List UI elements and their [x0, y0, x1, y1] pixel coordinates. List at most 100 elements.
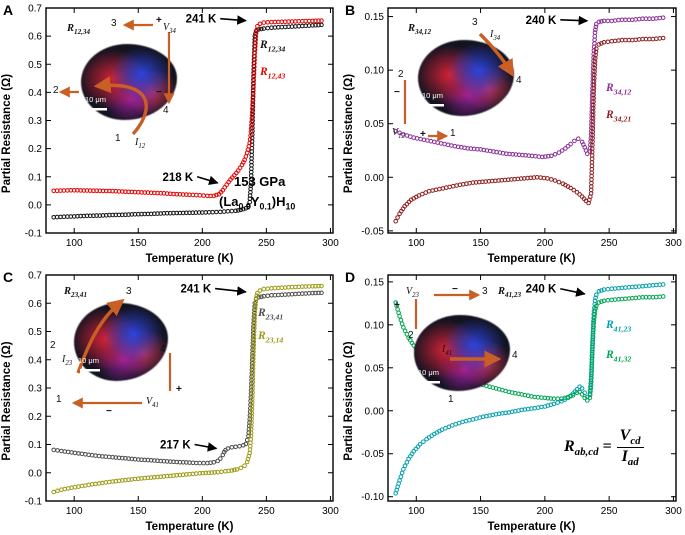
scale-bar-label: 10 μm: [418, 368, 439, 377]
plus-sign: +: [176, 384, 182, 395]
pressure-label: 153 GPa: [234, 174, 286, 189]
svg-text:218 K: 218 K: [163, 172, 194, 184]
scale-bar: [87, 108, 107, 111]
contact-3: 3: [472, 17, 478, 28]
svg-text:0.5: 0.5: [28, 327, 42, 338]
scale-bar: [80, 369, 100, 372]
svg-text:-0.1: -0.1: [25, 229, 43, 240]
svg-text:150: 150: [130, 238, 147, 249]
plus-sign: +: [420, 129, 426, 140]
contact-2: 2: [398, 69, 404, 80]
svg-text:0.7: 0.7: [28, 271, 42, 282]
svg-text:200: 200: [537, 238, 554, 249]
svg-text:0.1: 0.1: [28, 172, 42, 183]
svg-text:241 K: 241 K: [186, 14, 217, 26]
svg-text:0.6: 0.6: [28, 32, 42, 43]
inset-d: V23 − 3 R41,23 + 2 I41 4 1 10 μm: [394, 285, 552, 427]
contact-3: 3: [126, 286, 132, 297]
svg-text:150: 150: [130, 506, 147, 517]
svg-text:100: 100: [66, 506, 83, 517]
contact-1: 1: [450, 128, 456, 139]
current-path-arrow: [76, 298, 125, 374]
x-axis-title-a: Temperature (K): [145, 253, 234, 265]
svg-text:0.4: 0.4: [28, 88, 42, 99]
panel-d: 100 150 200 250 300 -0.10 -0.05 0.00 0.05 0.10 0.1…: [342, 267, 685, 535]
plus-sign: +: [394, 300, 400, 311]
current-path-arrow: [478, 32, 514, 77]
y-axis-title-a: Partial Resistance (Ω): [1, 73, 13, 194]
plot-c: 100 150 200 250 300 -0.1 0.0 0.1 0.2 0.3 0.4 0.5 0.6…: [25, 271, 339, 518]
svg-text:200: 200: [194, 506, 211, 517]
svg-text:217 K: 217 K: [160, 440, 191, 452]
inset-resistance-label-c: R23,41: [64, 286, 88, 300]
inset-c-arrows: [71, 298, 172, 409]
formula-fraction: Vcd Iad: [616, 427, 644, 469]
minus-sign: −: [452, 284, 458, 295]
current-label-i41: I41: [442, 344, 453, 357]
svg-text:300: 300: [665, 506, 682, 517]
voltage-label-v12: V12: [392, 127, 405, 140]
scale-bar: [424, 104, 444, 107]
svg-text:150: 150: [472, 506, 489, 517]
contact-4: 4: [512, 350, 518, 361]
inset-b-arrows: [403, 32, 514, 142]
voltage-label-v34: V34: [163, 22, 176, 35]
svg-text:-0.05: -0.05: [361, 226, 384, 237]
svg-text:0.3: 0.3: [28, 384, 42, 395]
svg-text:-0.1: -0.1: [25, 497, 43, 508]
series-label-r41-32: R41,32: [606, 349, 632, 364]
series-label-r23-14: R23,14: [258, 330, 284, 345]
svg-text:240 K: 240 K: [526, 284, 557, 296]
scale-bar-label: 10 μm: [422, 91, 443, 100]
svg-text:100: 100: [408, 506, 425, 517]
svg-text:0.5: 0.5: [28, 60, 42, 71]
svg-text:0.05: 0.05: [365, 119, 385, 130]
inset-a: R12,34 3 + V34 − 4 2 1 I12 10 μm: [53, 16, 203, 158]
contact-2: 2: [408, 330, 414, 341]
formula-denominator: Iad: [621, 448, 639, 469]
scale-bar-label: 10 μm: [78, 356, 99, 365]
svg-text:241 K: 241 K: [180, 284, 211, 296]
voltage-label-v41: V41: [146, 396, 159, 409]
svg-text:0.2: 0.2: [28, 144, 42, 155]
svg-text:0.1: 0.1: [28, 440, 42, 451]
formula-lhs: Rab,cd: [564, 438, 599, 459]
inset-resistance-label-b: R34,12: [408, 23, 432, 37]
contact-3: 3: [482, 286, 488, 297]
panel-letter-a: A: [3, 2, 14, 18]
x-axis-title-b: Temperature (K): [487, 253, 576, 265]
minus-sign: −: [394, 87, 400, 98]
formula-numerator: Vcd: [616, 427, 644, 449]
minus-sign: −: [156, 87, 162, 98]
panel-letter-b: B: [345, 2, 356, 18]
svg-text:100: 100: [66, 238, 83, 249]
svg-text:0.6: 0.6: [28, 299, 42, 310]
equals-sign: =: [602, 438, 612, 456]
plot-d: 100 150 200 250 300 -0.10 -0.05 0.00 0.05 0.10 0.1…: [361, 274, 682, 517]
contact-2: 2: [53, 85, 59, 96]
svg-text:0.4: 0.4: [28, 355, 42, 366]
svg-text:100: 100: [408, 238, 425, 249]
svg-text:300: 300: [322, 238, 339, 249]
voltage-label-v23: V23: [406, 286, 419, 299]
svg-text:300: 300: [665, 238, 682, 249]
svg-text:300: 300: [322, 506, 339, 517]
inset-resistance-label-a: R12,34: [67, 23, 91, 37]
svg-text:0.15: 0.15: [365, 12, 385, 23]
svg-text:250: 250: [601, 238, 618, 249]
scale-bar: [420, 381, 440, 384]
sample-micrograph-d: [414, 315, 510, 391]
series-label-r12-34: R12,34: [260, 39, 286, 54]
svg-text:150: 150: [472, 238, 489, 249]
resistance-definition-formula: Rab,cd = Vcd Iad: [564, 427, 644, 468]
plus-sign: +: [156, 15, 162, 26]
series-label-r41-23: R41,23: [606, 319, 632, 334]
current-path-arrow: [93, 76, 148, 136]
svg-text:0.10: 0.10: [365, 66, 385, 77]
panel-a: 100 150 200 250 300 -0.1 0.0 0.1 0.2 0.3 0.4 0.5 0.6…: [0, 0, 342, 267]
svg-text:0.2: 0.2: [28, 412, 42, 423]
contact-1: 1: [115, 133, 121, 144]
svg-text:250: 250: [601, 506, 618, 517]
inset-resistance-label-d: R41,23: [498, 286, 522, 300]
